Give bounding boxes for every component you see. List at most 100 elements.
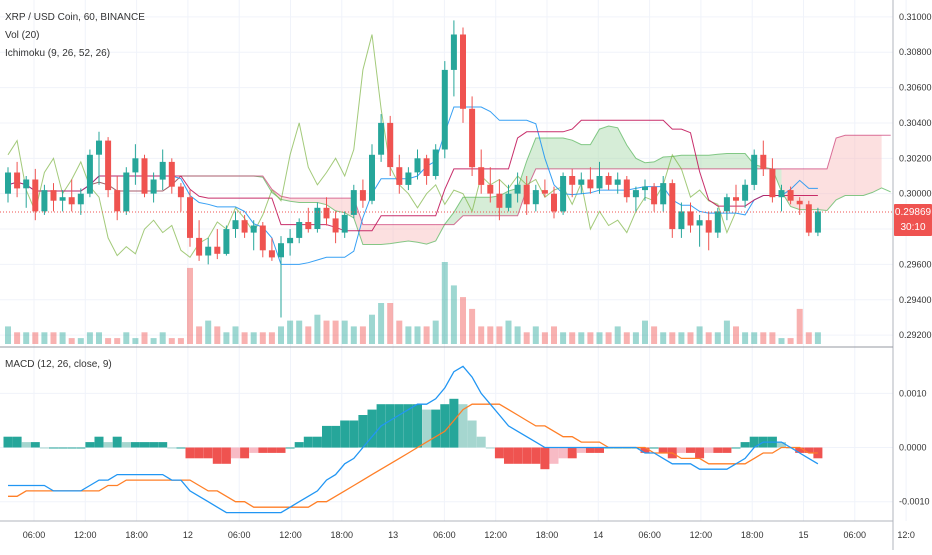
macd-histogram-bar [649,447,659,449]
candle-body [32,179,39,212]
candle-body [678,211,685,230]
volume-bar [378,303,385,344]
macd-histogram-bar [276,447,286,453]
candle-body [177,186,184,198]
candle-body [223,229,230,254]
candle-body [77,193,84,205]
volume-bar [532,326,539,344]
volume-bar [350,326,357,344]
time-tick-label: 18:00 [331,530,354,540]
volume-bar [450,285,457,344]
macd-histogram-bar [595,447,604,453]
volume-bar [77,338,84,344]
candle-body [423,158,430,176]
candle-body [660,183,667,205]
macd-histogram-bar [121,442,131,448]
chikou-span [7,34,737,259]
candle-body [50,190,57,201]
macd-histogram-bar [21,442,31,448]
volume-bar [733,326,739,344]
candle-body [378,122,385,155]
macd-histogram-bar [285,447,295,449]
volume-bar [596,332,603,344]
volume-bar [59,332,66,344]
macd-histogram-bar [695,447,705,459]
volume-bar [742,332,749,344]
volume-bar [14,332,21,344]
macd-histogram-bar [531,447,541,464]
macd-histogram-bar [12,436,22,448]
candle-body [14,172,21,189]
candle-body [159,161,166,180]
volume-bar [177,338,184,344]
volume-bar [496,326,503,344]
macd-histogram-bar [413,404,422,448]
volume-bar [323,320,330,344]
candle-body [86,154,93,194]
macd-histogram-bar [467,420,477,448]
volume-bar [469,308,476,344]
candle-body [141,158,148,194]
price-tick-label: 0.30400 [899,118,932,128]
macd-histogram-bar [149,442,159,448]
price-tick-label: 0.31000 [899,12,932,22]
volume-bar [660,332,667,344]
macd-histogram-bar [394,404,404,448]
volume-legend[interactable]: Vol (20) [5,30,40,41]
candle-body [278,243,284,258]
last-price-badge-bg [894,204,932,236]
macd-histogram-bar [513,447,523,464]
macd-histogram-bar [704,447,714,453]
macd-legend[interactable]: MACD (12, 26, close, 9) [5,359,112,370]
senkou-span-b [89,134,891,226]
symbol-legend[interactable]: XRP / USD Coin, 60, BINANCE [5,12,145,23]
volume-bar [105,338,112,344]
cloud-bull [444,126,773,225]
time-tick-label: 13 [388,530,398,540]
time-tick-label: 06:00 [638,530,661,540]
macd-histogram-bar [504,447,513,464]
candle-body [5,172,11,194]
volume-bar [259,332,266,344]
volume-bar [505,320,512,344]
candle-body [751,154,758,185]
candle-body [787,190,794,201]
macd-histogram-bar [103,442,113,448]
candle-body [642,186,648,191]
volume-bar [796,308,803,344]
volume-bar [569,332,576,344]
candle-body [733,197,739,201]
candle-body [814,211,821,233]
price-tick-label: 0.30200 [899,153,932,163]
price-axis[interactable]: 0.31000 0.30800 0.30600 0.30400 0.30200 0.300… [899,12,932,340]
candle-body [541,190,548,194]
candle-body [487,184,494,194]
volume-bar [805,332,812,344]
volume-bar [560,332,567,344]
volume-bar [114,338,121,344]
candle-body [596,176,603,189]
candle-body [769,168,776,198]
candle-body [441,69,448,150]
time-axis[interactable]: 06:00 12:00 18:00 12 06:00 12:00 18:00 13 06:00 1… [23,530,915,540]
macd-pane [3,365,823,514]
candle-body [605,176,612,185]
volume-bar [487,326,494,344]
volume-bar [705,332,712,344]
macd-axis[interactable]: 0.0010 0.0000 -0.0010 [899,388,930,506]
macd-histogram-bar [258,447,268,453]
candle-body [450,34,457,70]
candle-body [569,176,576,185]
macd-histogram-bar [340,420,350,448]
candle-body [414,158,421,173]
volume-bar [86,332,93,344]
price-tick-label: 0.29200 [899,330,932,340]
macd-histogram-bar [294,442,304,448]
candle-body [396,167,403,185]
candle-body [687,211,694,226]
macd-histogram-bar [449,398,459,448]
macd-histogram-bar [167,447,177,449]
ichimoku-legend[interactable]: Ichimoku (9, 26, 52, 26) [5,48,111,59]
